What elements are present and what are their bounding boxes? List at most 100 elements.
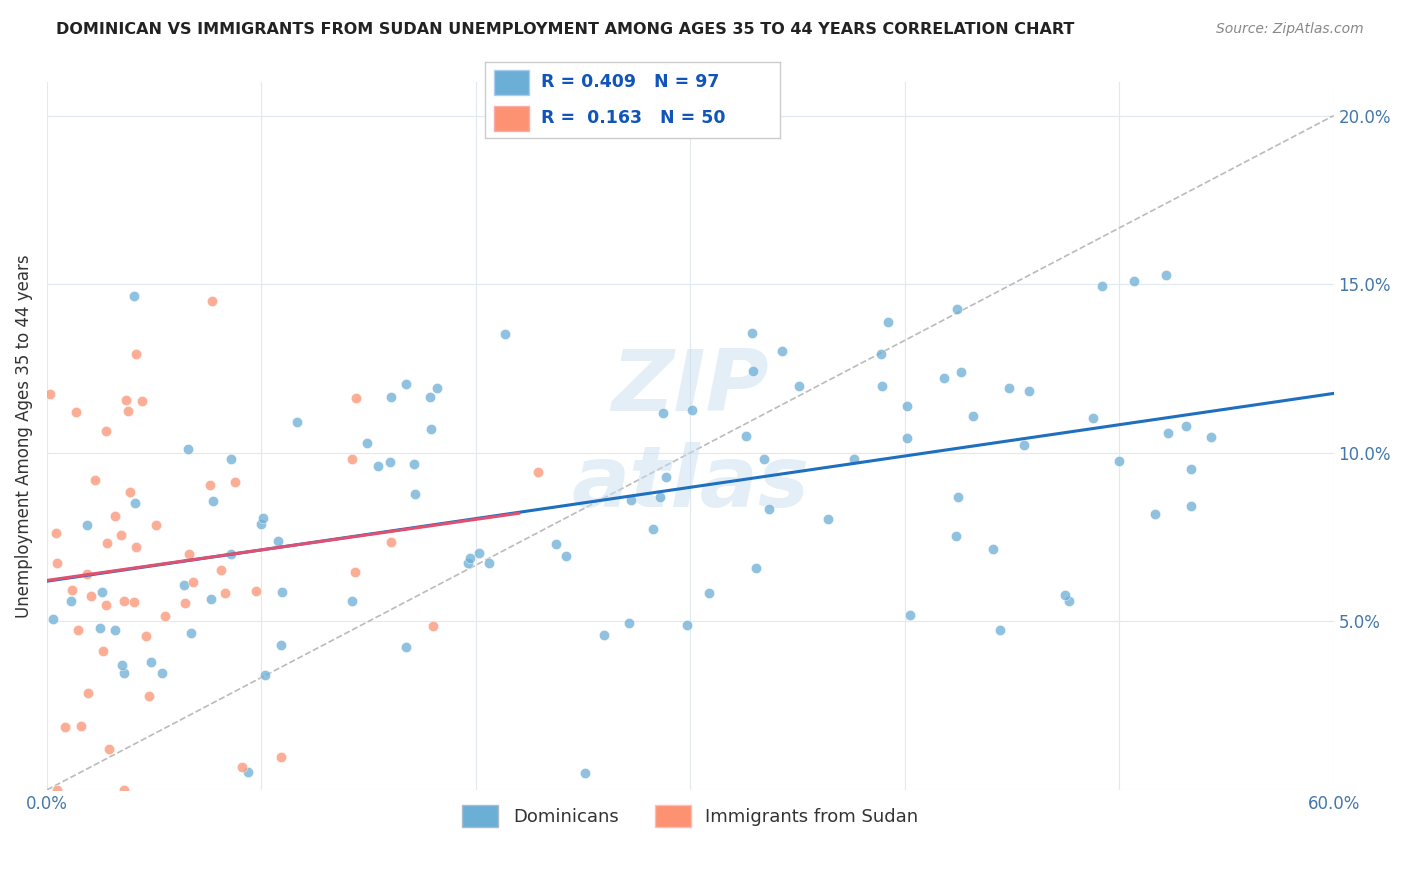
- Point: [173, 578, 195, 592]
- Point: [676, 617, 699, 632]
- Point: [896, 399, 918, 413]
- Point: [981, 541, 1004, 556]
- Point: [219, 451, 242, 466]
- Point: [214, 586, 236, 600]
- Point: [741, 326, 763, 340]
- Point: [231, 760, 253, 774]
- Point: [97, 741, 120, 756]
- Legend: Dominicans, Immigrants from Sudan: Dominicans, Immigrants from Sudan: [456, 797, 925, 834]
- Bar: [494, 105, 529, 130]
- Point: [112, 665, 135, 680]
- Point: [179, 547, 201, 561]
- Point: [270, 638, 292, 652]
- Point: [752, 452, 775, 467]
- Point: [419, 422, 441, 436]
- Point: [1154, 268, 1177, 283]
- Point: [380, 534, 402, 549]
- Point: [104, 623, 127, 637]
- Point: [458, 551, 481, 566]
- Text: DOMINICAN VS IMMIGRANTS FROM SUDAN UNEMPLOYMENT AMONG AGES 35 TO 44 YEARS CORREL: DOMINICAN VS IMMIGRANTS FROM SUDAN UNEMP…: [56, 22, 1074, 37]
- Point: [125, 347, 148, 361]
- Point: [592, 628, 614, 642]
- Point: [787, 379, 810, 393]
- Point: [655, 470, 678, 484]
- Point: [340, 451, 363, 466]
- Point: [62, 582, 84, 597]
- Point: [45, 525, 67, 540]
- Point: [253, 668, 276, 682]
- Point: [89, 620, 111, 634]
- Point: [555, 549, 578, 564]
- Point: [224, 475, 246, 490]
- Point: [150, 665, 173, 680]
- Point: [344, 565, 367, 579]
- Point: [135, 629, 157, 643]
- Point: [997, 381, 1019, 395]
- Point: [180, 625, 202, 640]
- Point: [945, 529, 967, 543]
- Point: [201, 293, 224, 308]
- Point: [104, 509, 127, 524]
- Point: [111, 657, 134, 672]
- Point: [870, 378, 893, 392]
- Point: [457, 556, 479, 570]
- Point: [770, 344, 793, 359]
- Point: [53, 720, 76, 734]
- Point: [141, 655, 163, 669]
- Point: [643, 522, 665, 536]
- Bar: [494, 70, 529, 95]
- Point: [112, 783, 135, 797]
- Point: [267, 534, 290, 549]
- Point: [758, 502, 780, 516]
- Point: [950, 365, 973, 379]
- Point: [1014, 438, 1036, 452]
- Point: [422, 619, 444, 633]
- Point: [990, 623, 1012, 637]
- Point: [697, 585, 720, 599]
- Point: [79, 589, 101, 603]
- Point: [66, 623, 89, 637]
- Point: [734, 429, 756, 443]
- Text: R = 0.409   N = 97: R = 0.409 N = 97: [541, 73, 720, 91]
- Point: [122, 289, 145, 303]
- Point: [419, 391, 441, 405]
- Point: [271, 584, 294, 599]
- Point: [46, 782, 69, 797]
- Point: [96, 424, 118, 438]
- Text: Source: ZipAtlas.com: Source: ZipAtlas.com: [1216, 22, 1364, 37]
- Point: [742, 364, 765, 378]
- Point: [344, 391, 367, 405]
- Point: [1123, 274, 1146, 288]
- Point: [527, 465, 550, 479]
- Point: [898, 607, 921, 622]
- Point: [380, 454, 402, 468]
- Point: [896, 431, 918, 445]
- Point: [245, 583, 267, 598]
- Point: [681, 402, 703, 417]
- Point: [404, 487, 426, 501]
- Point: [546, 537, 568, 551]
- Point: [69, 718, 91, 732]
- Point: [115, 393, 138, 408]
- Point: [131, 394, 153, 409]
- Point: [209, 563, 232, 577]
- Point: [1057, 594, 1080, 608]
- Point: [94, 598, 117, 612]
- Point: [340, 594, 363, 608]
- Point: [125, 540, 148, 554]
- Point: [90, 585, 112, 599]
- Point: [468, 546, 491, 560]
- Point: [1144, 508, 1167, 522]
- Point: [114, 594, 136, 608]
- Point: [619, 615, 641, 630]
- Point: [124, 496, 146, 510]
- Text: R =  0.163   N = 50: R = 0.163 N = 50: [541, 109, 725, 127]
- Point: [478, 557, 501, 571]
- Point: [650, 491, 672, 505]
- Point: [200, 478, 222, 492]
- Point: [962, 409, 984, 423]
- Point: [356, 436, 378, 450]
- Point: [1199, 430, 1222, 444]
- Point: [1091, 279, 1114, 293]
- Text: ZIP
atlas: ZIP atlas: [571, 346, 810, 525]
